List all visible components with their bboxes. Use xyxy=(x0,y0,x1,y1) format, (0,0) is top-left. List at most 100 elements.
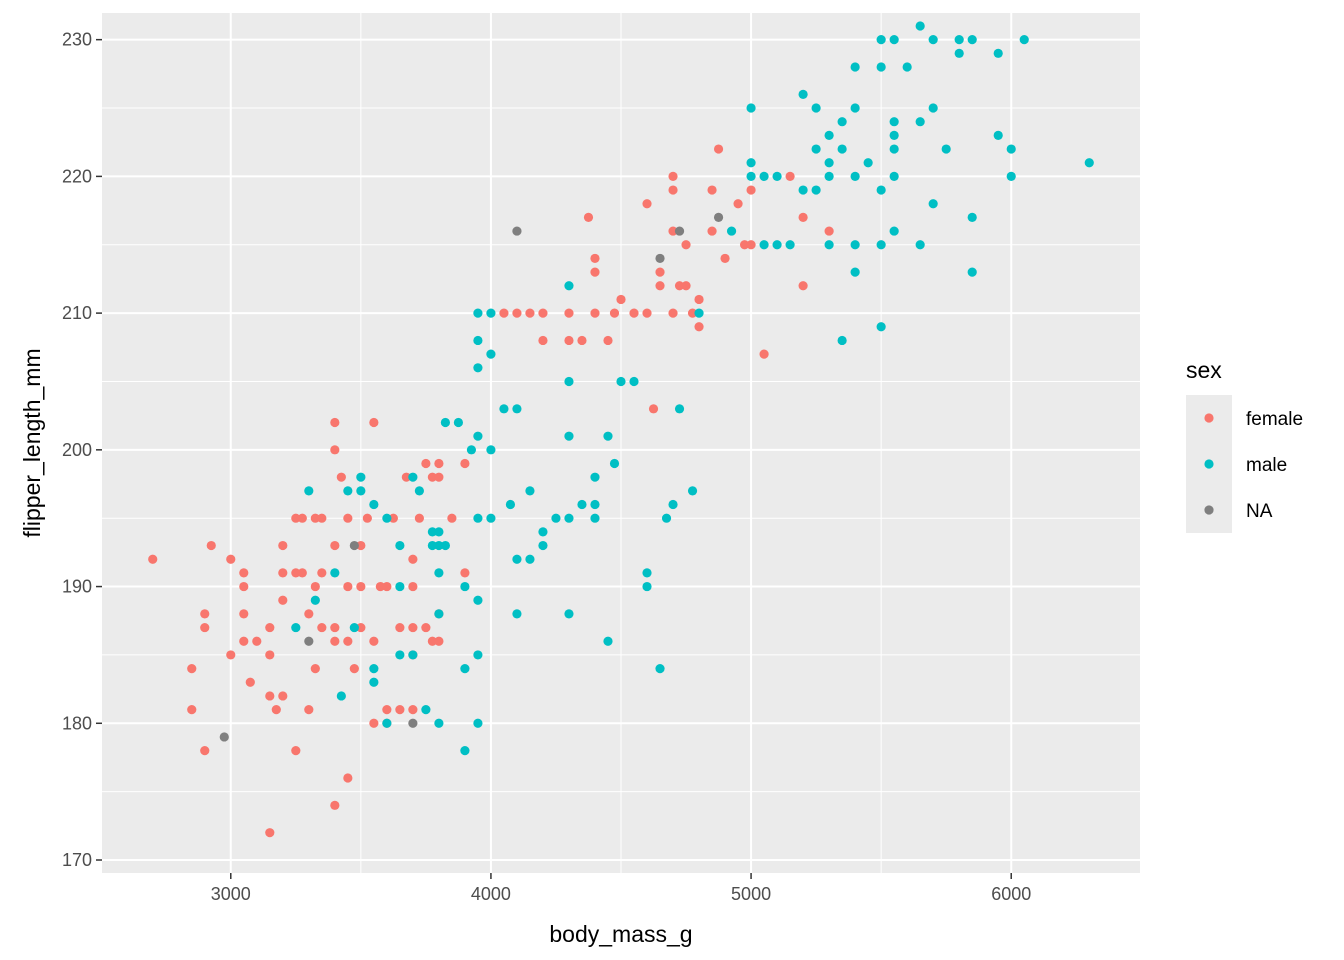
point-male xyxy=(967,267,977,277)
legend-key-female xyxy=(1204,413,1214,423)
point-female xyxy=(148,554,158,564)
point-male xyxy=(369,499,379,510)
y-tick-label: 210 xyxy=(62,303,92,323)
point-male xyxy=(473,335,483,346)
point-male xyxy=(824,158,834,168)
point-male xyxy=(915,21,925,31)
point-female xyxy=(252,636,262,646)
point-male xyxy=(889,144,899,154)
point-male xyxy=(486,513,496,523)
x-axis-title: body_mass_g xyxy=(549,921,692,947)
point-female xyxy=(616,294,626,305)
point-male xyxy=(850,62,860,72)
x-tick-label: 3000 xyxy=(211,884,251,904)
point-female xyxy=(369,636,379,646)
y-tick-label: 180 xyxy=(62,713,92,733)
legend-label-na: NA xyxy=(1246,501,1273,522)
point-male xyxy=(434,609,444,619)
point-female xyxy=(187,663,197,674)
point-male xyxy=(434,568,444,578)
point-male xyxy=(674,404,685,414)
point-female xyxy=(707,226,717,236)
point-male xyxy=(525,554,535,564)
point-female xyxy=(421,622,431,633)
point-female xyxy=(336,472,346,482)
point-female xyxy=(297,568,307,578)
point-male xyxy=(395,581,405,592)
point-male xyxy=(655,663,665,674)
point-female xyxy=(668,185,678,195)
point-male xyxy=(811,103,821,113)
point-female xyxy=(343,636,353,646)
point-male xyxy=(512,404,522,414)
point-female xyxy=(408,705,418,715)
point-male xyxy=(473,650,483,660)
point-na xyxy=(512,226,522,236)
point-male xyxy=(466,445,477,455)
x-tick-label: 6000 xyxy=(991,884,1031,904)
point-male xyxy=(590,472,600,482)
point-na xyxy=(349,540,359,551)
point-male xyxy=(876,62,886,72)
point-female xyxy=(421,458,431,469)
point-female xyxy=(200,609,210,619)
point-female xyxy=(239,609,249,619)
point-male xyxy=(798,89,808,99)
y-tick-label: 170 xyxy=(62,850,92,870)
point-male xyxy=(473,595,483,605)
point-male xyxy=(928,35,938,45)
point-male xyxy=(343,486,353,496)
point-male xyxy=(551,513,561,523)
point-male xyxy=(616,376,626,387)
point-male xyxy=(603,431,613,441)
point-male xyxy=(811,185,821,195)
legend-label-male: male xyxy=(1246,455,1287,476)
point-male xyxy=(928,103,938,113)
point-male xyxy=(408,650,418,660)
point-female xyxy=(239,636,249,646)
point-male xyxy=(603,636,613,646)
point-male xyxy=(889,35,899,45)
point-male xyxy=(408,472,418,482)
point-na xyxy=(674,226,685,236)
point-female xyxy=(343,773,353,783)
legend-label-female: female xyxy=(1246,409,1303,430)
point-male xyxy=(694,308,704,318)
point-male xyxy=(349,622,359,633)
point-female xyxy=(538,308,548,318)
point-male xyxy=(661,513,672,523)
point-female xyxy=(369,718,379,728)
point-male xyxy=(434,527,444,537)
point-male xyxy=(473,308,483,318)
point-female xyxy=(330,417,340,428)
point-male xyxy=(759,171,769,181)
point-female xyxy=(278,595,288,605)
point-female xyxy=(707,185,717,195)
point-male xyxy=(453,417,464,428)
point-male xyxy=(382,718,392,728)
point-female xyxy=(278,691,288,701)
point-male xyxy=(538,540,548,551)
point-male xyxy=(421,705,431,715)
point-female xyxy=(668,308,678,318)
point-male xyxy=(824,130,834,140)
point-female xyxy=(356,622,366,633)
point-female xyxy=(687,308,698,318)
point-female xyxy=(538,335,548,346)
point-female xyxy=(713,144,724,154)
point-male xyxy=(473,431,483,441)
point-male xyxy=(473,718,483,728)
point-male xyxy=(1006,144,1016,154)
point-male xyxy=(486,308,496,318)
point-male xyxy=(954,35,964,45)
point-male xyxy=(577,499,587,510)
point-male xyxy=(609,458,620,469)
point-female xyxy=(245,677,255,687)
point-male xyxy=(369,663,379,674)
point-male xyxy=(837,117,847,127)
point-female xyxy=(674,281,685,291)
y-tick-label: 200 xyxy=(62,440,92,460)
point-female xyxy=(265,650,275,660)
point-female xyxy=(694,294,704,305)
